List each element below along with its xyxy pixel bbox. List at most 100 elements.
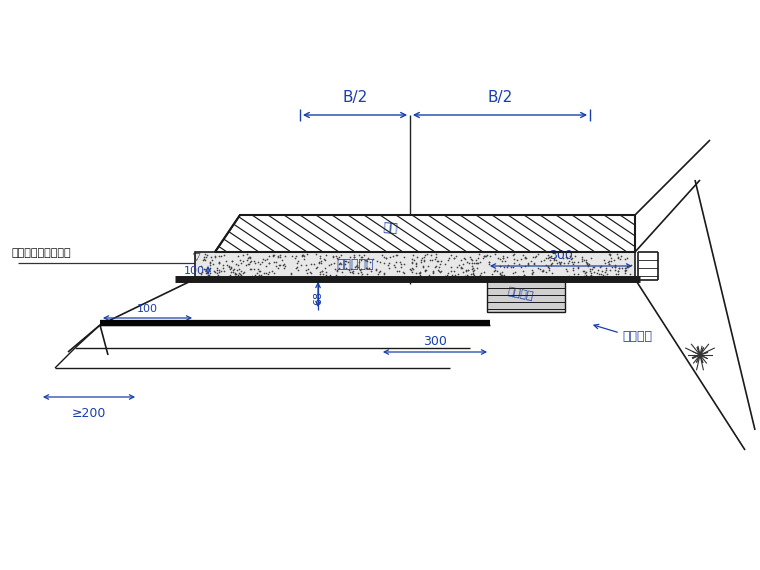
Point	[347, 268, 359, 278]
Point	[580, 257, 592, 266]
Point	[410, 262, 423, 271]
Point	[572, 264, 584, 273]
Point	[291, 259, 303, 268]
Point	[217, 263, 230, 272]
Point	[513, 259, 525, 268]
Point	[346, 267, 358, 276]
Point	[548, 253, 560, 262]
Point	[393, 266, 405, 275]
Point	[230, 259, 242, 268]
Point	[272, 251, 284, 260]
Point	[370, 264, 382, 274]
Point	[379, 254, 391, 263]
Point	[579, 255, 591, 264]
Point	[566, 266, 578, 275]
Point	[426, 255, 438, 264]
Point	[230, 270, 242, 279]
Point	[612, 253, 624, 262]
Point	[506, 251, 518, 260]
Point	[205, 252, 217, 261]
Point	[429, 263, 441, 272]
Point	[603, 260, 615, 269]
Point	[224, 264, 236, 273]
Point	[315, 269, 327, 278]
Point	[320, 251, 332, 260]
Point	[464, 252, 477, 261]
Point	[271, 252, 283, 261]
Point	[384, 253, 396, 262]
Point	[198, 253, 210, 262]
Point	[430, 253, 442, 262]
Point	[318, 255, 331, 264]
Text: 路面底基层基底标高: 路面底基层基底标高	[12, 248, 71, 258]
Point	[531, 250, 543, 259]
Point	[394, 257, 406, 266]
Point	[313, 258, 325, 267]
Point	[451, 262, 464, 271]
Point	[613, 263, 625, 272]
Point	[261, 255, 273, 264]
Point	[285, 270, 297, 279]
Point	[554, 259, 566, 268]
Point	[355, 252, 367, 261]
Point	[263, 267, 275, 276]
Point	[299, 251, 311, 260]
Point	[296, 252, 308, 261]
Point	[572, 270, 584, 279]
Polygon shape	[487, 279, 565, 312]
Point	[521, 253, 533, 262]
Point	[599, 259, 611, 268]
Point	[467, 269, 479, 278]
Point	[501, 262, 513, 271]
Point	[537, 267, 549, 276]
Point	[244, 264, 256, 273]
Point	[470, 259, 482, 268]
Point	[602, 258, 614, 267]
Point	[351, 261, 363, 270]
Point	[553, 258, 565, 267]
Point	[232, 271, 244, 280]
Point	[323, 260, 335, 270]
Point	[317, 269, 329, 278]
Point	[597, 271, 610, 280]
Point	[248, 256, 260, 266]
Point	[473, 270, 486, 279]
Point	[225, 267, 237, 276]
Point	[597, 255, 610, 264]
Point	[352, 268, 364, 277]
Point	[609, 265, 621, 274]
Point	[413, 271, 426, 280]
Point	[235, 266, 247, 275]
Point	[266, 267, 278, 276]
Point	[225, 263, 237, 272]
Point	[433, 267, 445, 276]
Point	[347, 252, 359, 261]
Point	[541, 254, 553, 263]
Point	[290, 264, 302, 273]
Point	[610, 250, 622, 259]
Point	[564, 251, 576, 260]
Point	[274, 252, 286, 261]
Point	[211, 268, 223, 278]
Point	[522, 260, 534, 269]
Point	[417, 263, 429, 272]
Point	[519, 253, 531, 262]
Point	[538, 256, 550, 265]
Point	[430, 261, 442, 270]
Point	[527, 268, 539, 277]
Point	[445, 267, 458, 276]
Point	[319, 263, 331, 272]
Point	[202, 271, 214, 280]
Point	[600, 263, 613, 272]
Point	[388, 261, 400, 270]
Point	[320, 267, 332, 276]
Point	[378, 253, 390, 262]
Point	[268, 268, 280, 277]
Point	[581, 259, 593, 268]
Point	[532, 263, 544, 272]
Point	[233, 268, 245, 277]
Point	[442, 255, 454, 264]
Point	[473, 257, 486, 266]
Text: 68: 68	[313, 291, 323, 305]
Point	[395, 263, 407, 272]
